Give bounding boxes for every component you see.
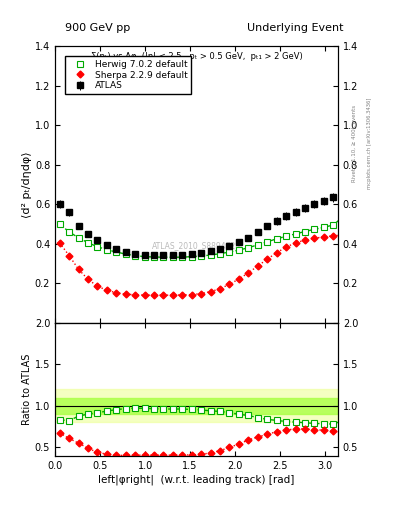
Sherpa 2.2.9 default xyxy=(284,244,288,250)
Herwig 7.0.2 default xyxy=(274,236,279,242)
Herwig 7.0.2 default xyxy=(133,252,138,259)
Sherpa 2.2.9 default xyxy=(274,249,279,255)
Herwig 7.0.2 default xyxy=(331,222,336,228)
Herwig 7.0.2 default xyxy=(237,247,241,253)
Text: ATLAS_2010_S8894728: ATLAS_2010_S8894728 xyxy=(152,241,241,250)
Herwig 7.0.2 default xyxy=(123,251,128,257)
Sherpa 2.2.9 default xyxy=(123,291,128,297)
Sherpa 2.2.9 default xyxy=(293,240,298,246)
Text: Rivet 3.1.10, ≥ 400k events: Rivet 3.1.10, ≥ 400k events xyxy=(352,105,357,182)
Herwig 7.0.2 default xyxy=(114,249,119,255)
Herwig 7.0.2 default xyxy=(76,235,81,241)
Sherpa 2.2.9 default xyxy=(237,276,241,282)
Sherpa 2.2.9 default xyxy=(321,234,326,240)
Herwig 7.0.2 default xyxy=(312,226,317,232)
Sherpa 2.2.9 default xyxy=(67,252,72,259)
Herwig 7.0.2 default xyxy=(171,254,175,260)
Sherpa 2.2.9 default xyxy=(105,287,109,293)
Sherpa 2.2.9 default xyxy=(152,292,156,298)
Bar xyxy=(55,397,338,414)
Sherpa 2.2.9 default xyxy=(114,290,119,296)
Herwig 7.0.2 default xyxy=(284,233,288,239)
Sherpa 2.2.9 default xyxy=(86,276,90,283)
Herwig 7.0.2 default xyxy=(95,244,100,250)
Line: Herwig 7.0.2 default: Herwig 7.0.2 default xyxy=(57,215,345,260)
Sherpa 2.2.9 default xyxy=(312,235,317,241)
Sherpa 2.2.9 default xyxy=(95,283,100,289)
Herwig 7.0.2 default xyxy=(105,247,109,253)
Herwig 7.0.2 default xyxy=(86,240,90,246)
Sherpa 2.2.9 default xyxy=(227,281,232,287)
Herwig 7.0.2 default xyxy=(152,254,156,260)
Sherpa 2.2.9 default xyxy=(180,292,185,298)
Herwig 7.0.2 default xyxy=(255,242,260,248)
Sherpa 2.2.9 default xyxy=(57,240,62,246)
Sherpa 2.2.9 default xyxy=(340,232,345,238)
Herwig 7.0.2 default xyxy=(293,231,298,237)
Herwig 7.0.2 default xyxy=(57,221,62,227)
Sherpa 2.2.9 default xyxy=(255,263,260,269)
Sherpa 2.2.9 default xyxy=(303,237,307,243)
Herwig 7.0.2 default xyxy=(208,252,213,258)
Sherpa 2.2.9 default xyxy=(76,266,81,272)
Herwig 7.0.2 default xyxy=(340,214,345,220)
Sherpa 2.2.9 default xyxy=(265,256,270,262)
X-axis label: left|φright|  (w.r.t. leading track) [rad]: left|φright| (w.r.t. leading track) [rad… xyxy=(98,475,295,485)
Sherpa 2.2.9 default xyxy=(246,270,251,276)
Sherpa 2.2.9 default xyxy=(218,286,222,292)
Text: Underlying Event: Underlying Event xyxy=(247,23,344,33)
Sherpa 2.2.9 default xyxy=(133,292,138,298)
Sherpa 2.2.9 default xyxy=(142,292,147,298)
Herwig 7.0.2 default xyxy=(142,253,147,260)
Bar xyxy=(55,389,338,422)
Sherpa 2.2.9 default xyxy=(331,233,336,239)
Text: 900 GeV pp: 900 GeV pp xyxy=(65,23,130,33)
Herwig 7.0.2 default xyxy=(189,253,194,260)
Herwig 7.0.2 default xyxy=(321,224,326,230)
Herwig 7.0.2 default xyxy=(227,249,232,255)
Text: mcplots.cern.ch [arXiv:1306.3436]: mcplots.cern.ch [arXiv:1306.3436] xyxy=(367,98,373,189)
Herwig 7.0.2 default xyxy=(246,245,251,251)
Herwig 7.0.2 default xyxy=(303,228,307,234)
Legend: Herwig 7.0.2 default, Sherpa 2.2.9 default, ATLAS: Herwig 7.0.2 default, Sherpa 2.2.9 defau… xyxy=(65,56,191,94)
Text: Σ(pₜ) vs Δφ  (|η| < 2.5,  pₜ > 0.5 GeV,  pₜ₁ > 2 GeV): Σ(pₜ) vs Δφ (|η| < 2.5, pₜ > 0.5 GeV, pₜ… xyxy=(91,52,302,60)
Herwig 7.0.2 default xyxy=(161,254,166,260)
Y-axis label: Ratio to ATLAS: Ratio to ATLAS xyxy=(22,354,32,425)
Sherpa 2.2.9 default xyxy=(171,292,175,298)
Herwig 7.0.2 default xyxy=(199,253,204,259)
Line: Sherpa 2.2.9 default: Sherpa 2.2.9 default xyxy=(57,232,345,297)
Sherpa 2.2.9 default xyxy=(189,291,194,297)
Y-axis label: ⟨d² pₜ/dηdφ⟩: ⟨d² pₜ/dηdφ⟩ xyxy=(22,151,32,218)
Herwig 7.0.2 default xyxy=(218,250,222,257)
Herwig 7.0.2 default xyxy=(265,239,270,245)
Sherpa 2.2.9 default xyxy=(199,290,204,296)
Herwig 7.0.2 default xyxy=(67,229,72,235)
Sherpa 2.2.9 default xyxy=(208,289,213,295)
Sherpa 2.2.9 default xyxy=(161,292,166,298)
Herwig 7.0.2 default xyxy=(180,254,185,260)
